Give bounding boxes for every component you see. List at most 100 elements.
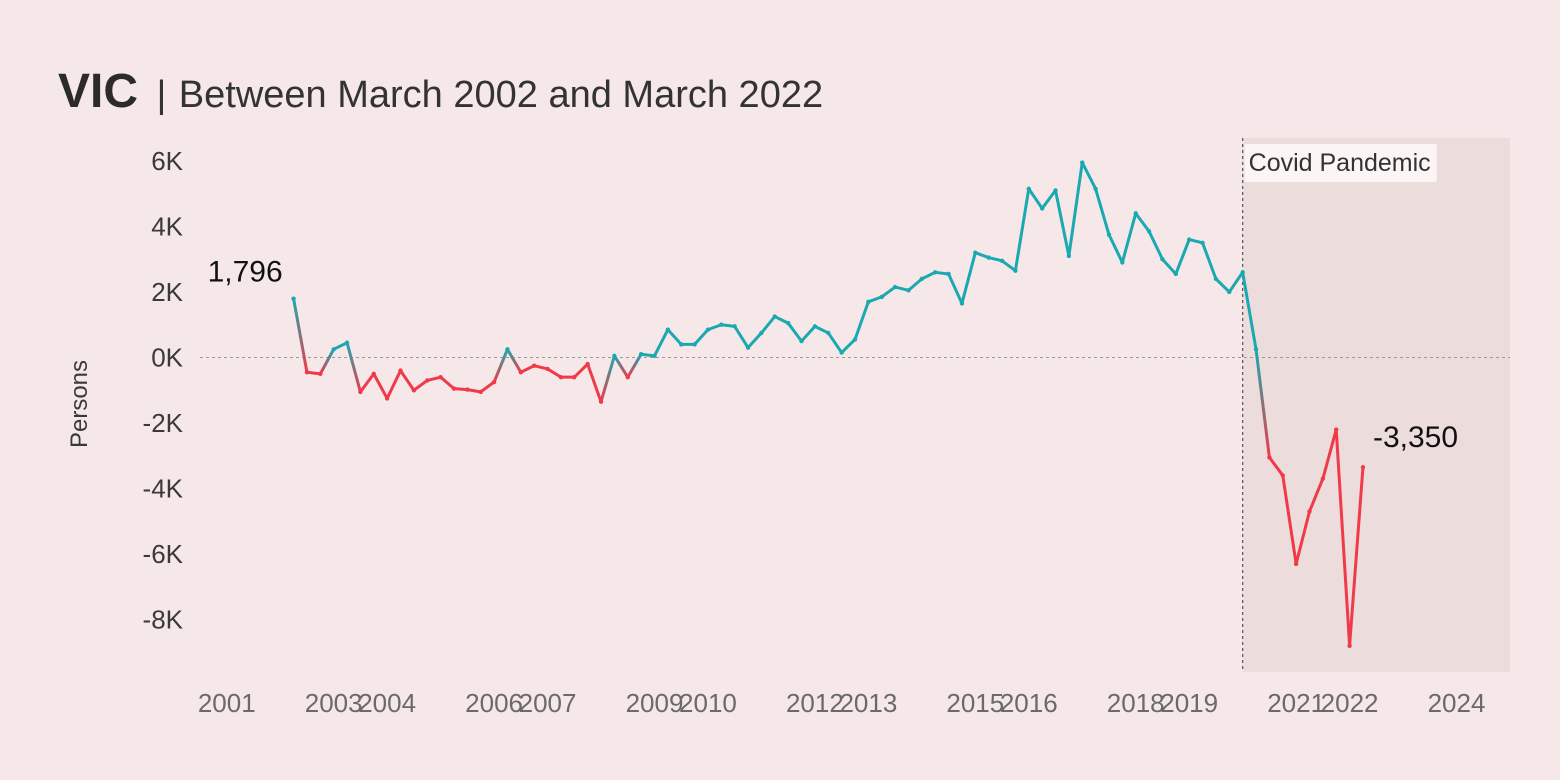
- data-point: [679, 342, 684, 347]
- series-segment: [1334, 428, 1352, 648]
- data-point: [1240, 270, 1245, 275]
- data-point: [1200, 240, 1205, 246]
- data-point: [344, 340, 350, 345]
- series-segment: [425, 375, 443, 382]
- series-segment: [492, 347, 509, 384]
- data-point: [1253, 347, 1259, 352]
- x-tick-label: 2012: [786, 688, 844, 718]
- data-point: [866, 299, 871, 305]
- data-point: [826, 330, 831, 336]
- data-point: [1360, 465, 1366, 470]
- series-segment: [933, 270, 951, 276]
- series-segment: [1174, 238, 1191, 276]
- series-segment: [1267, 455, 1285, 477]
- data-point: [531, 363, 537, 368]
- series-segment: [572, 362, 590, 379]
- data-point: [879, 294, 884, 300]
- x-tick-label: 2004: [358, 688, 416, 718]
- series-segment: [1348, 465, 1365, 648]
- series-segment: [1160, 257, 1178, 276]
- series-segment: [652, 328, 670, 358]
- data-point: [665, 327, 671, 332]
- series-segment: [519, 364, 536, 374]
- data-point: [1293, 561, 1299, 567]
- series-segment: [318, 347, 336, 376]
- title-region: VIC: [58, 65, 138, 118]
- x-tick-label: 2009: [626, 688, 684, 718]
- data-point: [411, 388, 417, 393]
- data-point: [505, 347, 510, 352]
- series-segment: [1027, 187, 1044, 210]
- series-segment: [305, 370, 322, 376]
- series-segment: [546, 367, 563, 379]
- data-point: [1227, 289, 1232, 295]
- last-value-label: -3,350: [1373, 421, 1458, 454]
- data-point: [1106, 232, 1112, 237]
- series-segment: [532, 364, 550, 371]
- data-point: [625, 374, 630, 380]
- x-tick-label: 2016: [1000, 688, 1058, 718]
- x-tick-label: 2022: [1321, 688, 1379, 718]
- data-point: [358, 389, 363, 395]
- data-point: [558, 374, 564, 380]
- series-segment: [639, 352, 656, 358]
- pandemic-shade: [1242, 138, 1510, 672]
- series-segment: [987, 256, 1004, 263]
- data-point: [959, 301, 965, 306]
- series-segment: [439, 375, 456, 391]
- data-point: [491, 379, 497, 385]
- series-segment: [1241, 270, 1258, 351]
- series-segment: [1040, 188, 1058, 210]
- y-tick-label: -6K: [143, 539, 184, 569]
- data-point: [1307, 509, 1312, 514]
- series-segment: [1013, 187, 1031, 273]
- series-segment: [1254, 347, 1271, 459]
- y-tick-label: -2K: [143, 408, 184, 438]
- y-tick-label: 4K: [151, 211, 183, 241]
- x-tick-label: 2021: [1267, 688, 1325, 718]
- data-point: [1267, 455, 1272, 460]
- series-segment: [1107, 233, 1124, 264]
- data-point: [933, 270, 938, 275]
- y-tick-label: 6K: [151, 146, 183, 176]
- series-points: [291, 160, 1366, 648]
- data-point: [692, 342, 697, 347]
- data-point: [852, 337, 858, 342]
- series-segment: [612, 354, 630, 379]
- data-point: [304, 370, 310, 375]
- data-point: [973, 250, 978, 255]
- data-point: [572, 374, 577, 380]
- first-value-label: 1,796: [208, 256, 283, 289]
- x-tick-label: 2001: [198, 688, 256, 718]
- series-segment: [813, 324, 830, 335]
- data-point: [1066, 253, 1072, 259]
- series-segment: [1054, 188, 1071, 258]
- series-segment: [733, 324, 750, 350]
- data-point: [1080, 160, 1085, 165]
- series-segment: [412, 378, 429, 392]
- data-point: [1026, 186, 1031, 191]
- series-segment: [465, 388, 483, 394]
- x-tick-label: 2013: [839, 688, 897, 718]
- x-tick-label: 2018: [1107, 688, 1165, 718]
- series-segment: [1187, 238, 1205, 245]
- series-segment: [840, 337, 857, 355]
- data-point: [719, 322, 724, 327]
- data-point: [518, 370, 524, 375]
- data-point: [545, 366, 550, 372]
- data-point: [919, 276, 925, 282]
- data-point: [759, 330, 764, 336]
- data-point: [892, 284, 898, 290]
- data-point: [318, 371, 323, 377]
- data-point: [638, 352, 644, 357]
- series-segment: [1147, 229, 1164, 261]
- series-segment: [1281, 473, 1298, 566]
- series-segment: [1067, 161, 1084, 258]
- series-segment: [759, 315, 777, 335]
- data-point: [946, 271, 951, 277]
- series-segment: [626, 352, 643, 379]
- series-segment: [1080, 161, 1098, 191]
- series-segment: [773, 315, 790, 325]
- series-segment: [479, 380, 496, 394]
- x-tick-label: 2006: [465, 688, 523, 718]
